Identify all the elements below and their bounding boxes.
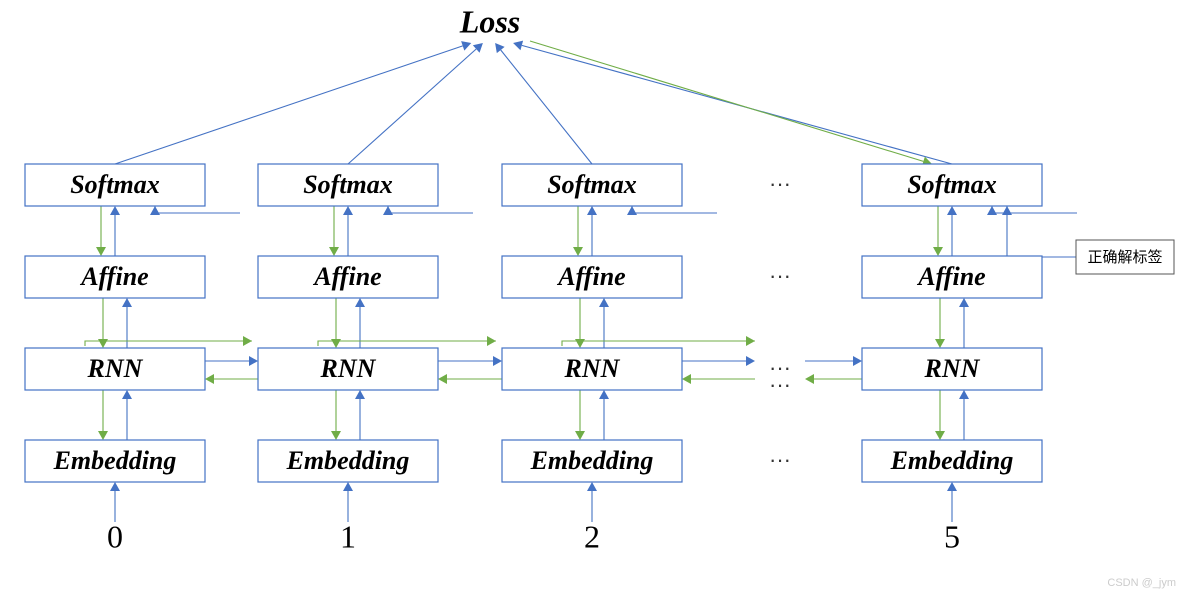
arrow-rnn-hstate [205, 356, 258, 366]
node-label: Embedding [53, 446, 177, 475]
arrow-softmax-to-affine-back [96, 206, 106, 256]
arrow-label-to-softmax [987, 206, 1077, 215]
arrow-rnn-to-embed-back [331, 390, 341, 440]
node-affine-2: Affine [502, 256, 682, 298]
node-label: Softmax [70, 170, 160, 199]
arrow-rnn-hstate [438, 356, 502, 366]
node-softmax-2: Softmax [502, 164, 682, 206]
node-affine-0: Affine [25, 256, 205, 298]
node-rnn-2: RNN [502, 348, 682, 390]
arrow-softmax-to-affine-back [933, 206, 943, 256]
node-softmax-3: Softmax [862, 164, 1042, 206]
arrow-embed-to-rnn [355, 390, 365, 440]
node-label: RNN [320, 354, 377, 383]
node-label: Affine [312, 262, 381, 291]
arrow-label-to-softmax [627, 206, 717, 215]
node-label: Softmax [303, 170, 393, 199]
arrow-grad-route [318, 336, 496, 346]
arrow-input-to-embedding [587, 482, 597, 522]
arrow-affine-to-softmax [947, 206, 957, 256]
column-label-2: 2 [584, 518, 600, 554]
node-label: RNN [564, 354, 621, 383]
node-label: Embedding [286, 446, 410, 475]
arrow-grad-route [562, 336, 755, 346]
arrow-softmax-to-affine-back [573, 206, 583, 256]
arrow-softmax-to-loss [115, 41, 471, 164]
node-softmax-1: Softmax [258, 164, 438, 206]
node-label: Softmax [547, 170, 637, 199]
node-rnn-3: RNN [862, 348, 1042, 390]
node-rnn-1: RNN [258, 348, 438, 390]
arrow-embed-to-rnn [599, 390, 609, 440]
arrow-rnn-hstate-back [682, 374, 755, 384]
arrow-input-to-embedding [343, 482, 353, 522]
node-embedding-0: Embedding [25, 440, 205, 482]
ellipsis: ··· [769, 447, 791, 472]
arrow-rnn-hstate [682, 356, 755, 366]
loss-label: Loss [459, 3, 520, 39]
arrow-softmax-to-affine-back [329, 206, 339, 256]
arrow-softmax-to-loss [513, 41, 952, 164]
arrow-rnn-to-embed-back [575, 390, 585, 440]
arrow-rnn-to-affine [959, 298, 969, 348]
node-softmax-0: Softmax [25, 164, 205, 206]
node-label: Affine [79, 262, 148, 291]
annotation-correct-label: 正确解标签 [1076, 240, 1174, 274]
arrow-grad-route [85, 336, 252, 346]
arrow-affine-to-softmax [343, 206, 353, 256]
arrow-rnn-to-embed-back [935, 390, 945, 440]
node-rnn-0: RNN [25, 348, 205, 390]
arrow-embed-to-rnn [122, 390, 132, 440]
node-embedding-2: Embedding [502, 440, 682, 482]
node-embedding-1: Embedding [258, 440, 438, 482]
arrow-softmax-to-loss [348, 43, 483, 164]
arrow-rnn-hstate-back [805, 374, 862, 384]
arrow-affine-to-rnn-back [935, 298, 945, 348]
node-label: Embedding [530, 446, 654, 475]
node-label: Embedding [890, 446, 1014, 475]
node-label: RNN [924, 354, 981, 383]
arrow-input-to-embedding [947, 482, 957, 522]
node-affine-1: Affine [258, 256, 438, 298]
column-label-0: 0 [107, 518, 123, 554]
arrow-rnn-hstate-back [205, 374, 258, 384]
column-label-3: 5 [944, 518, 960, 554]
arrow-embed-to-rnn [959, 390, 969, 440]
node-label: Affine [916, 262, 985, 291]
node-label: RNN [87, 354, 144, 383]
annotation-text: 正确解标签 [1087, 249, 1162, 266]
arrow-rnn-hstate [805, 356, 862, 366]
node-label: Affine [556, 262, 625, 291]
arrow-annotation [1002, 206, 1076, 257]
arrow-rnn-hstate-back [438, 374, 502, 384]
node-label: Softmax [907, 170, 997, 199]
arrow-rnn-to-embed-back [98, 390, 108, 440]
watermark: CSDN @_jym [1107, 577, 1176, 589]
arrow-input-to-embedding [110, 482, 120, 522]
arrow-label-to-softmax [383, 206, 473, 215]
column-label-1: 1 [340, 518, 356, 554]
ellipsis: ··· [769, 171, 791, 196]
node-embedding-3: Embedding [862, 440, 1042, 482]
node-affine-3: Affine [862, 256, 1042, 298]
arrow-affine-to-softmax [587, 206, 597, 256]
ellipsis: ··· [769, 372, 791, 397]
arrow-affine-to-softmax [110, 206, 120, 256]
ellipsis: ··· [769, 263, 791, 288]
arrow-label-to-softmax [150, 206, 240, 215]
